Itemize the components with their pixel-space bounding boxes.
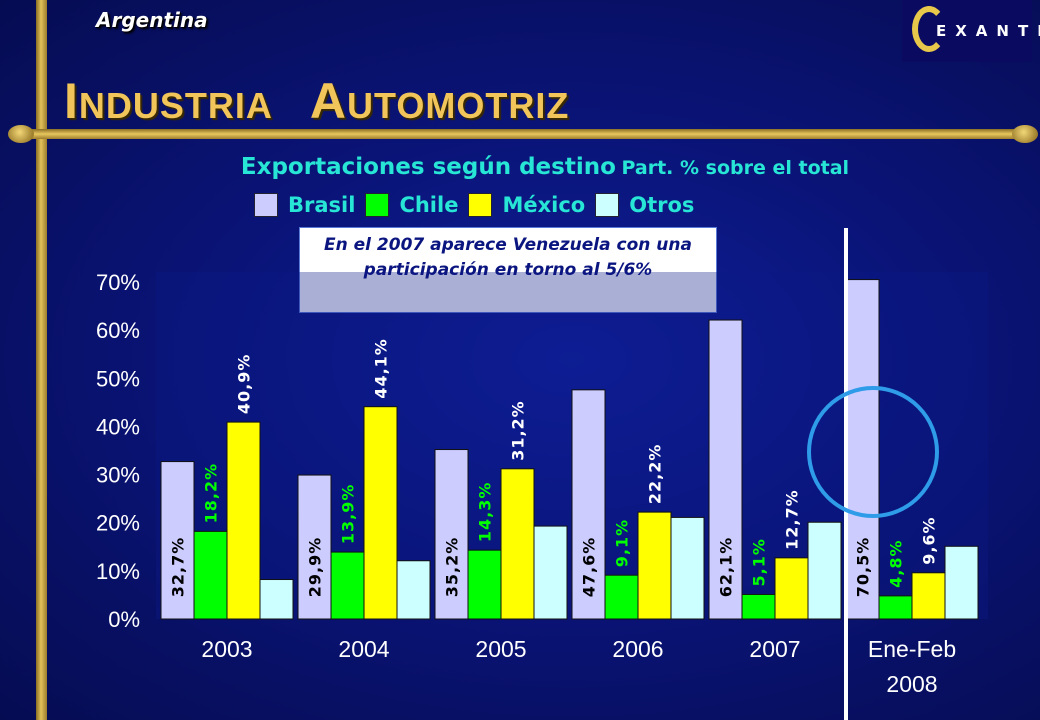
page-title: INDUSTRIA AUTOMOTRIZ — [64, 73, 570, 129]
data-label: 29,9% — [306, 537, 325, 598]
highlight-circle — [807, 386, 939, 518]
y-tick-label: 0% — [108, 607, 140, 632]
y-tick-label: 60% — [96, 318, 140, 343]
data-label: 32,7% — [169, 537, 188, 598]
y-tick-label: 50% — [96, 366, 140, 391]
legend-label: México — [502, 193, 586, 217]
y-tick-label: 10% — [96, 559, 140, 584]
y-tick-label: 20% — [96, 511, 140, 536]
data-label: 62,1% — [717, 537, 736, 598]
x-tick-label: Ene-Feb — [868, 636, 956, 662]
legend-label: Chile — [399, 193, 459, 217]
y-tick-label: 30% — [96, 463, 140, 488]
legend-item-0: Brasil — [254, 193, 355, 217]
bar-brasil-2 — [434, 449, 469, 620]
x-tick-label: 2007 — [749, 636, 800, 662]
bar-otros-2 — [533, 525, 568, 620]
legend-label: Otros — [629, 193, 695, 217]
bar-brasil-3 — [571, 389, 606, 620]
legend-item-1: Chile — [365, 193, 458, 217]
chart-legend: Brasil Chile México Otros — [254, 192, 704, 218]
legend-swatch — [595, 193, 620, 217]
data-label: 13,9% — [339, 484, 358, 545]
logo-text: EXANTE — [936, 22, 1040, 40]
bar-chile-0 — [193, 530, 228, 620]
bar-brasil-1 — [297, 474, 332, 620]
legend-swatch — [365, 193, 390, 217]
bar-méxico-3 — [637, 511, 672, 620]
x-tick-label: 2006 — [612, 636, 663, 662]
bar-otros-3 — [670, 516, 705, 620]
y-tick-label: 40% — [96, 414, 140, 439]
data-label: 44,1% — [372, 338, 391, 399]
bar-méxico-0 — [226, 421, 261, 620]
decorative-bar-cap-left — [8, 125, 34, 143]
bar-méxico-2 — [500, 468, 535, 620]
exante-logo: EXANTE — [902, 0, 1040, 62]
legend-label: Brasil — [288, 193, 356, 217]
legend-swatch — [468, 193, 493, 217]
bar-otros-5 — [944, 545, 979, 620]
x-tick-label: 2008 — [886, 671, 937, 697]
bar-chile-1 — [330, 551, 365, 620]
data-label: 14,3% — [476, 482, 495, 543]
country-label: Argentina — [96, 8, 208, 32]
data-label: 70,5% — [854, 537, 873, 598]
bar-otros-4 — [807, 521, 842, 620]
logo-ring-icon — [912, 6, 946, 52]
bar-chile-5 — [878, 595, 913, 620]
chart-subtitle: Part. % sobre el total — [621, 157, 850, 179]
bar-chile-4 — [741, 593, 776, 620]
chart-title-block: Exportaciones según destino Part. % sobr… — [0, 154, 1040, 180]
data-label: 47,6% — [580, 537, 599, 598]
data-label: 4,8% — [887, 540, 906, 588]
decorative-vertical-bar — [36, 0, 47, 720]
annotation-note: En el 2007 aparece Venezuela con una par… — [299, 227, 717, 313]
x-tick-label: 2004 — [338, 636, 389, 662]
x-tick-label: 2005 — [475, 636, 526, 662]
bar-chile-2 — [467, 549, 502, 620]
bar-méxico-5 — [911, 572, 946, 620]
bar-chile-3 — [604, 574, 639, 620]
data-label: 40,9% — [235, 354, 254, 415]
decorative-horizontal-bar — [22, 129, 1032, 139]
bar-méxico-1 — [363, 406, 398, 620]
bar-brasil-0 — [160, 461, 195, 620]
data-label: 35,2% — [443, 537, 462, 598]
decorative-bar-cap-right — [1012, 125, 1038, 143]
data-label: 5,1% — [750, 538, 769, 586]
legend-swatch — [254, 193, 278, 217]
bar-otros-0 — [259, 579, 294, 620]
bar-brasil-5 — [845, 279, 880, 620]
data-label: 31,2% — [509, 400, 528, 461]
bar-méxico-4 — [774, 557, 809, 620]
data-label: 12,7% — [783, 489, 802, 550]
data-label: 9,6% — [920, 516, 939, 564]
chart-title: Exportaciones según destino — [240, 154, 616, 180]
y-tick-label: 70% — [96, 270, 140, 295]
data-label: 22,2% — [646, 444, 665, 505]
x-tick-label: 2003 — [201, 636, 252, 662]
bar-brasil-4 — [708, 319, 743, 620]
legend-item-3: Otros — [595, 193, 694, 217]
data-label: 18,2% — [202, 463, 221, 524]
legend-item-2: México — [468, 193, 585, 217]
bar-otros-1 — [396, 560, 431, 620]
data-label: 9,1% — [613, 519, 632, 567]
